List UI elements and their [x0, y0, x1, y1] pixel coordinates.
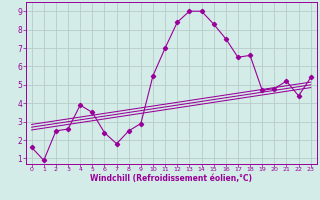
X-axis label: Windchill (Refroidissement éolien,°C): Windchill (Refroidissement éolien,°C) [90, 174, 252, 183]
